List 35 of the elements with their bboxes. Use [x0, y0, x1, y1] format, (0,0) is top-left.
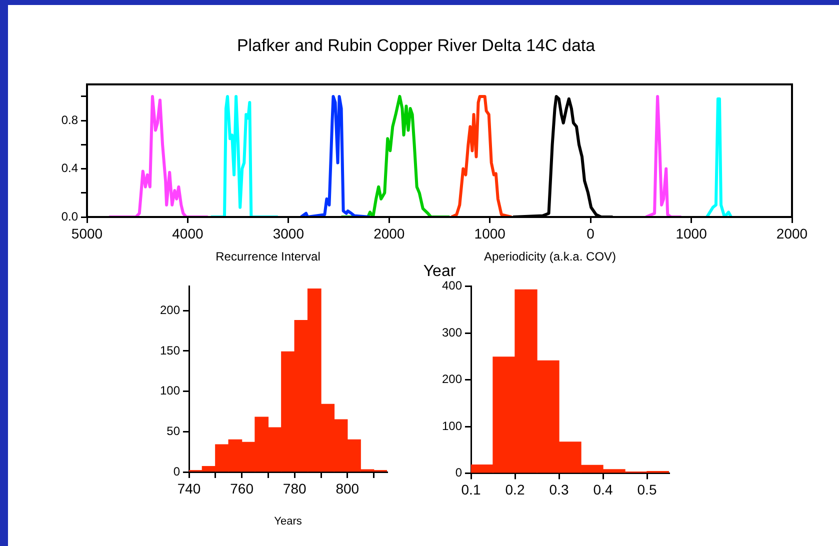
x-tick-label: 0.1 [461, 481, 481, 498]
x-tick-label: 780 [282, 480, 306, 496]
x-tick-label: 1000 [676, 225, 708, 242]
y-tick-label: 200 [442, 372, 462, 386]
y-tick-label: 100 [160, 384, 180, 398]
x-tick-label: 0 [586, 225, 595, 242]
y-tick-label: 0 [173, 464, 180, 478]
y-tick-label: 0.8 [61, 112, 78, 127]
y-tick-label: 50 [166, 424, 180, 438]
x-tick-label: 0.3 [549, 481, 569, 498]
x-axis-title: Year [423, 262, 456, 280]
chart-title: Recurrence Interval [216, 250, 320, 264]
y-tick-label: 0.0 [61, 209, 78, 224]
x-tick-label: 2000 [374, 225, 405, 242]
x-tick-label: 1000 [474, 225, 506, 242]
y-tick-label: 200 [160, 302, 180, 317]
x-tick-label: 2000 [776, 225, 808, 242]
x-tick-label: 0.5 [637, 481, 657, 498]
y-tick-label: 0.4 [61, 161, 78, 176]
x-tick-label: 0.2 [505, 481, 525, 498]
x-tick-label: 0.4 [593, 481, 613, 498]
y-tick-label: 150 [160, 343, 180, 358]
x-tick-label: 740 [177, 480, 201, 496]
y-tick-label: 100 [442, 418, 462, 433]
y-tick-label: 0 [455, 466, 462, 480]
x-tick-label: 5000 [71, 225, 103, 242]
chart-title: Aperiodicity (a.k.a. COV) [484, 250, 616, 264]
x-tick-label: 3000 [272, 225, 304, 242]
y-tick-label: 300 [442, 325, 462, 340]
x-tick-label: 760 [230, 480, 254, 496]
chart-title: Plafker and Rubin Copper River Delta 14C data [236, 36, 596, 55]
x-tick-label: 4000 [172, 225, 204, 242]
y-tick-label: 400 [442, 278, 462, 293]
x-tick-label: 800 [336, 480, 360, 496]
x-axis-title: Years [274, 515, 302, 528]
